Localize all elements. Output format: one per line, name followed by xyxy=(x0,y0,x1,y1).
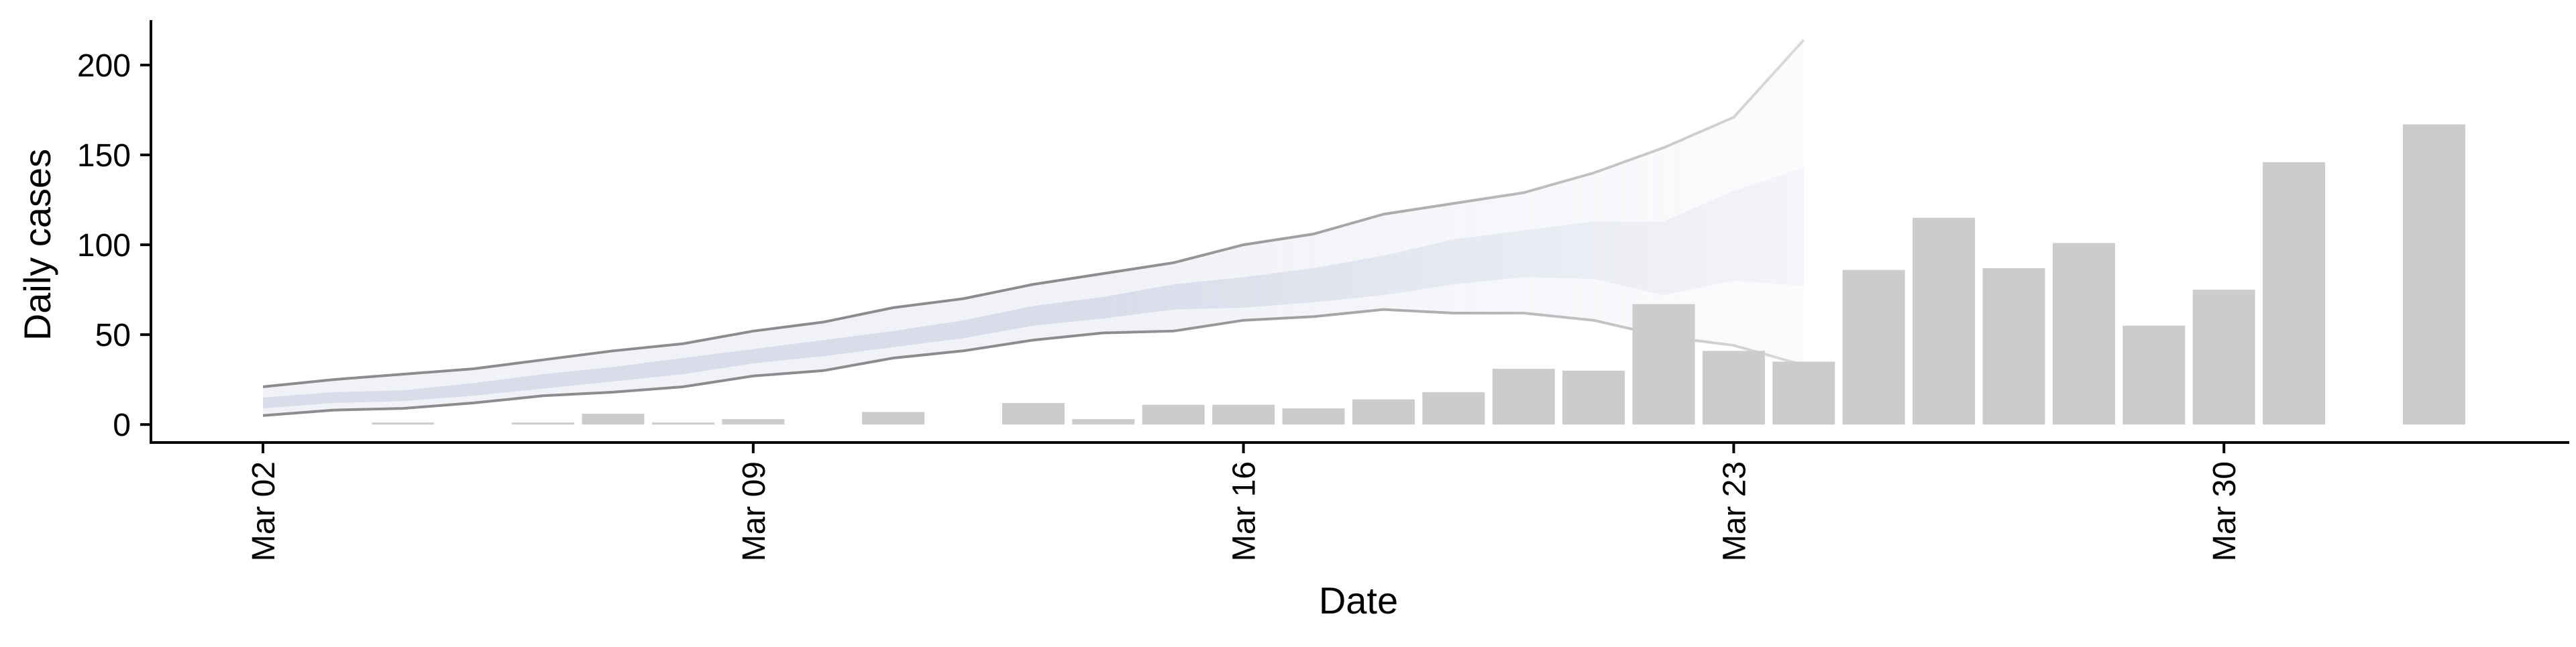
x-tick-label: Mar 30 xyxy=(2207,461,2243,561)
x-tick-label: Mar 09 xyxy=(737,461,772,561)
forecast-bands xyxy=(263,40,1804,416)
bar xyxy=(1492,369,1555,425)
bar xyxy=(512,422,575,425)
bar xyxy=(1212,404,1275,425)
bar xyxy=(862,412,925,425)
lower-bound-line xyxy=(262,308,1805,417)
y-axis-title: Daily cases xyxy=(16,149,58,341)
bar xyxy=(1072,419,1135,425)
bar xyxy=(2123,325,2186,425)
y-tick-label: 100 xyxy=(77,228,131,263)
bar xyxy=(1282,408,1345,425)
bar xyxy=(1982,268,2045,425)
bar xyxy=(372,422,435,425)
y-tick-label: 150 xyxy=(77,138,131,174)
bar xyxy=(2402,124,2465,425)
bar xyxy=(722,419,785,425)
bars xyxy=(372,124,2465,425)
bar xyxy=(1772,361,1835,425)
outer-interval-band xyxy=(263,40,1804,416)
forecast-lines xyxy=(262,39,1805,417)
bar xyxy=(1352,399,1415,425)
bar xyxy=(1842,270,1905,425)
bar xyxy=(1422,392,1485,425)
upper-bound-line xyxy=(262,39,1805,388)
bar xyxy=(2263,162,2326,425)
bar xyxy=(1632,304,1695,425)
x-tick-label: Mar 23 xyxy=(1717,461,1752,561)
bar xyxy=(651,422,714,425)
x-axis-title: Date xyxy=(1319,579,1398,622)
bar xyxy=(582,414,645,425)
axes xyxy=(150,20,2569,444)
bar xyxy=(2192,290,2255,425)
bar xyxy=(1913,217,1976,425)
x-tick-label: Mar 02 xyxy=(246,461,282,561)
y-tick-label: 50 xyxy=(95,318,131,353)
bar xyxy=(1562,370,1625,425)
y-axis-ticks: 0 50 100 150 200 xyxy=(77,48,151,443)
x-tick-label: Mar 16 xyxy=(1227,461,1263,561)
bar xyxy=(1002,403,1065,425)
bar xyxy=(1702,351,1765,425)
bar xyxy=(2052,243,2115,425)
y-tick-label: 0 xyxy=(113,408,131,443)
bar xyxy=(1142,404,1205,425)
x-axis-ticks: Mar 02 Mar 09 Mar 16 Mar 23 Mar 30 xyxy=(246,443,2243,561)
y-tick-label: 200 xyxy=(77,48,131,84)
